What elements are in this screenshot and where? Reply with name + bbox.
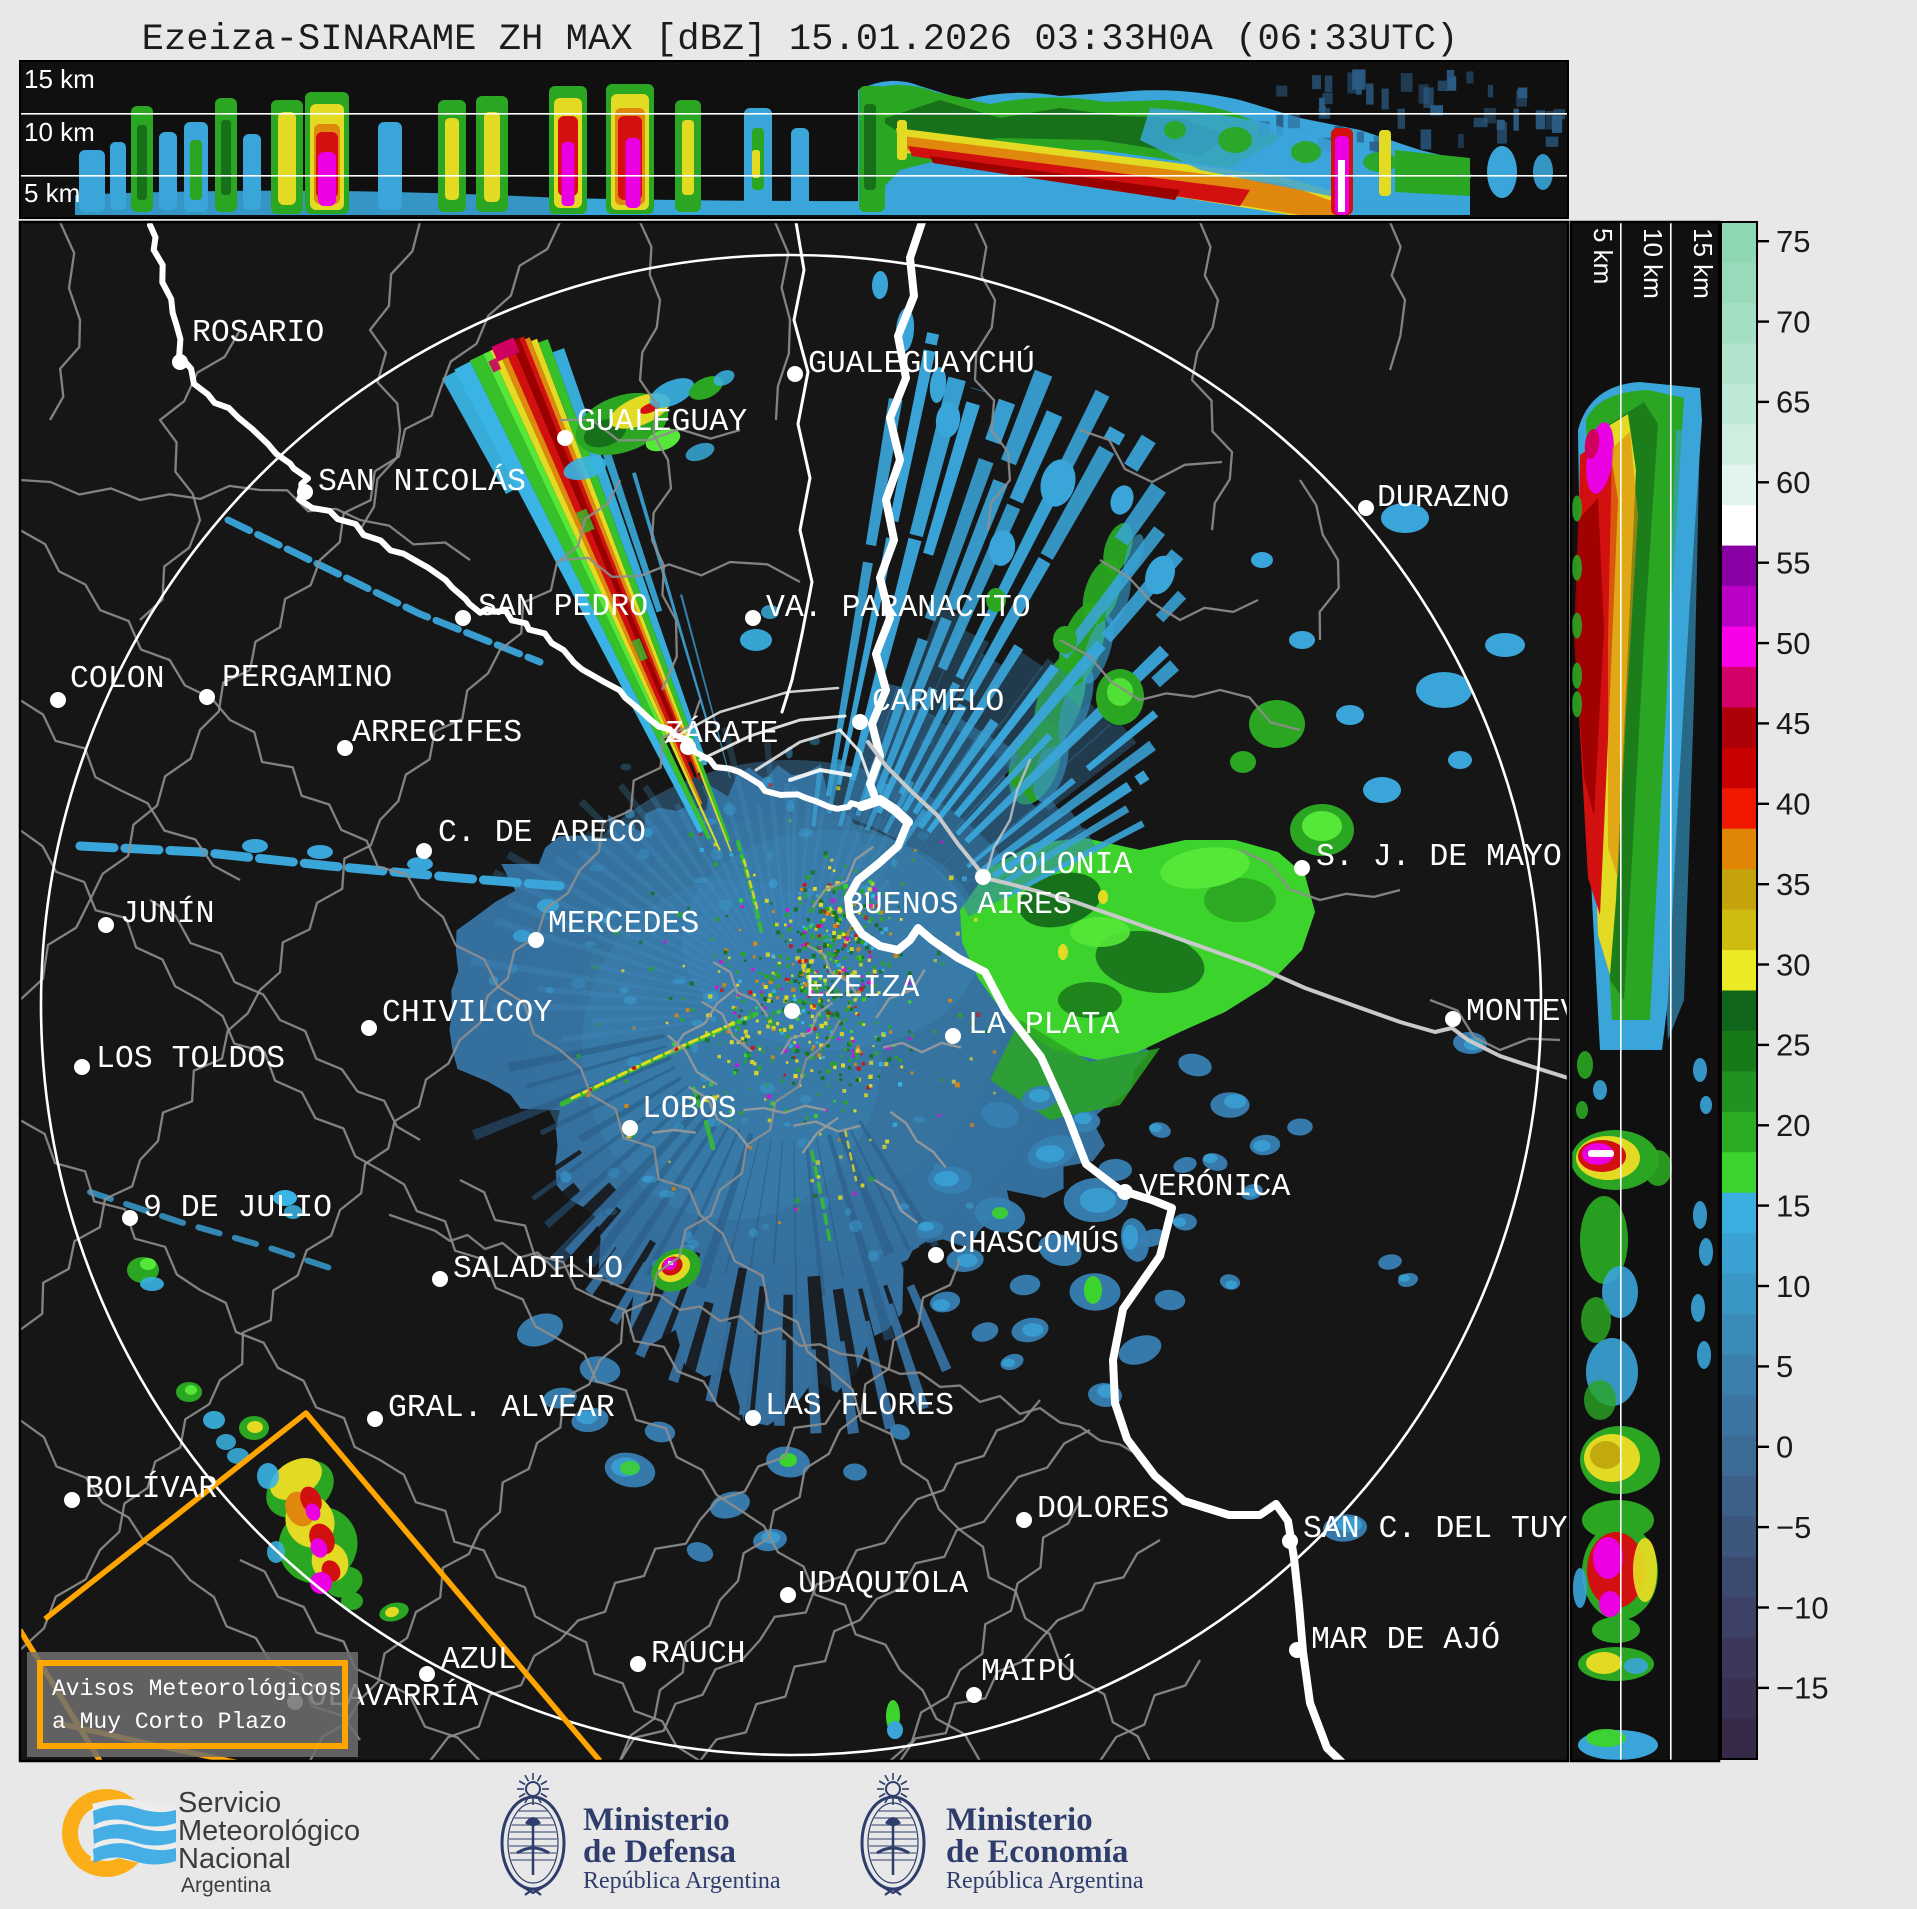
svg-text:10 km: 10 km bbox=[1638, 228, 1668, 299]
svg-text:CARMELO: CARMELO bbox=[872, 685, 1004, 720]
svg-text:Argentina: Argentina bbox=[181, 1874, 271, 1897]
svg-text:SAN NICOLÁS: SAN NICOLÁS bbox=[318, 463, 526, 500]
svg-text:VERÓNICA: VERÓNICA bbox=[1139, 1168, 1290, 1205]
svg-text:LA PLATA: LA PLATA bbox=[968, 1008, 1119, 1043]
svg-text:GUALEGUAY: GUALEGUAY bbox=[577, 405, 747, 440]
svg-text:MERCEDES: MERCEDES bbox=[548, 907, 699, 942]
svg-text:de Economía: de Economía bbox=[946, 1834, 1128, 1870]
svg-text:ZÁRATE: ZÁRATE bbox=[665, 715, 778, 752]
svg-text:República Argentina: República Argentina bbox=[583, 1868, 781, 1894]
svg-text:S. J. DE MAYO: S. J. DE MAYO bbox=[1316, 840, 1562, 875]
svg-text:55: 55 bbox=[1776, 546, 1810, 581]
svg-text:30: 30 bbox=[1776, 947, 1810, 982]
svg-text:Servicio: Servicio bbox=[178, 1787, 281, 1819]
svg-text:75: 75 bbox=[1776, 224, 1810, 259]
svg-text:Ministerio: Ministerio bbox=[583, 1802, 730, 1838]
svg-text:SAN PEDRO: SAN PEDRO bbox=[478, 590, 648, 625]
svg-text:ROSARIO: ROSARIO bbox=[192, 316, 324, 351]
svg-text:EZEIZA: EZEIZA bbox=[806, 971, 920, 1006]
svg-text:AZUL: AZUL bbox=[441, 1643, 517, 1678]
svg-text:a Muy Corto Plazo: a Muy Corto Plazo bbox=[52, 1709, 287, 1735]
svg-text:MAR DE AJÓ: MAR DE AJÓ bbox=[1311, 1621, 1500, 1658]
svg-text:UDAQUIOLA: UDAQUIOLA bbox=[798, 1567, 968, 1602]
svg-text:0: 0 bbox=[1776, 1430, 1793, 1465]
svg-text:Ministerio: Ministerio bbox=[946, 1802, 1093, 1838]
svg-text:−5: −5 bbox=[1776, 1510, 1811, 1545]
svg-text:BUENOS AIRES: BUENOS AIRES bbox=[845, 888, 1072, 923]
svg-text:9 DE JULIO: 9 DE JULIO bbox=[143, 1191, 332, 1226]
svg-text:de Defensa: de Defensa bbox=[583, 1834, 736, 1870]
svg-text:VA. PARANACITO: VA. PARANACITO bbox=[766, 591, 1031, 626]
svg-text:5 km: 5 km bbox=[1588, 228, 1618, 284]
svg-text:60: 60 bbox=[1776, 465, 1810, 500]
svg-text:Meteorológico: Meteorológico bbox=[178, 1815, 360, 1847]
svg-text:MAIPÚ: MAIPÚ bbox=[981, 1653, 1076, 1690]
svg-text:Avisos Meteorológicos: Avisos Meteorológicos bbox=[52, 1676, 342, 1702]
svg-text:GRAL. ALVEAR: GRAL. ALVEAR bbox=[388, 1391, 615, 1426]
svg-text:25: 25 bbox=[1776, 1028, 1810, 1063]
svg-text:LOS TOLDOS: LOS TOLDOS bbox=[96, 1042, 285, 1077]
svg-text:SALADILLO: SALADILLO bbox=[453, 1252, 623, 1287]
svg-text:JUNÍN: JUNÍN bbox=[120, 895, 215, 932]
svg-text:CHIVILCOY: CHIVILCOY bbox=[382, 996, 552, 1031]
svg-text:BOLÍVAR: BOLÍVAR bbox=[85, 1470, 217, 1507]
svg-text:−15: −15 bbox=[1776, 1671, 1829, 1706]
svg-text:35: 35 bbox=[1776, 867, 1810, 902]
svg-text:65: 65 bbox=[1776, 385, 1810, 420]
svg-text:DURAZNO: DURAZNO bbox=[1377, 481, 1509, 516]
svg-text:MONTEVIDEO: MONTEVIDEO bbox=[1466, 995, 1655, 1030]
svg-text:CHASCOMÚS: CHASCOMÚS bbox=[949, 1225, 1119, 1262]
svg-text:LAS FLORES: LAS FLORES bbox=[765, 1389, 954, 1424]
svg-text:45: 45 bbox=[1776, 706, 1810, 741]
svg-text:5 km: 5 km bbox=[24, 178, 80, 208]
svg-text:40: 40 bbox=[1776, 787, 1810, 822]
svg-text:10: 10 bbox=[1776, 1269, 1810, 1304]
svg-text:República Argentina: República Argentina bbox=[946, 1868, 1144, 1894]
svg-text:GUALEGUAYCHÚ: GUALEGUAYCHÚ bbox=[808, 345, 1035, 382]
svg-text:SAN C. DEL TUYÚ: SAN C. DEL TUYÚ bbox=[1303, 1510, 1587, 1547]
svg-text:DOLORES: DOLORES bbox=[1037, 1492, 1169, 1527]
svg-text:15: 15 bbox=[1776, 1188, 1810, 1223]
svg-text:15 km: 15 km bbox=[24, 64, 95, 94]
svg-text:COLONIA: COLONIA bbox=[1000, 848, 1132, 883]
svg-text:15 km: 15 km bbox=[1688, 228, 1718, 299]
svg-text:10 km: 10 km bbox=[24, 117, 95, 147]
svg-text:LOBOS: LOBOS bbox=[642, 1092, 737, 1127]
svg-text:C. DE ARECO: C. DE ARECO bbox=[438, 816, 646, 851]
svg-text:Nacional: Nacional bbox=[178, 1843, 291, 1875]
svg-text:ARRECIFES: ARRECIFES bbox=[352, 716, 522, 751]
svg-text:5: 5 bbox=[1776, 1349, 1793, 1384]
svg-text:Ezeiza-SINARAME ZH MAX [dBZ] 1: Ezeiza-SINARAME ZH MAX [dBZ] 15.01.2026 … bbox=[142, 19, 1459, 61]
svg-text:−10: −10 bbox=[1776, 1590, 1829, 1625]
svg-text:COLON: COLON bbox=[70, 662, 165, 697]
svg-text:RAUCH: RAUCH bbox=[651, 1637, 746, 1672]
svg-text:70: 70 bbox=[1776, 304, 1810, 339]
svg-text:20: 20 bbox=[1776, 1108, 1810, 1143]
svg-text:50: 50 bbox=[1776, 626, 1810, 661]
svg-text:PERGAMINO: PERGAMINO bbox=[222, 661, 392, 696]
